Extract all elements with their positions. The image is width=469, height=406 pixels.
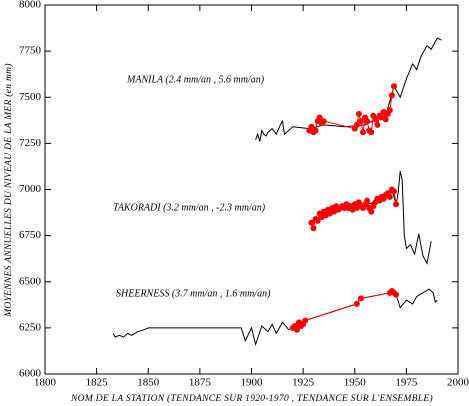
- trend-point: [390, 188, 397, 195]
- x-tick-label: 1850: [137, 377, 160, 389]
- trend-point: [393, 201, 400, 208]
- x-tick-label: 1825: [86, 377, 109, 389]
- trend-point: [368, 208, 375, 215]
- trend-point: [364, 118, 371, 125]
- trend-point: [314, 217, 321, 224]
- y-axis-label: MOYENNES ANNUELLES DU NIVEAU DE LA MER (…: [3, 63, 14, 318]
- trend-point: [353, 121, 360, 128]
- trend-point: [293, 326, 300, 333]
- trend-point: [374, 121, 381, 128]
- x-tick-label: 2000: [447, 377, 469, 389]
- station-label: SHEERNESS (3.7 mm/an , 1.6 mm/an): [116, 288, 271, 299]
- y-tick-label: 7750: [19, 45, 42, 57]
- trend-point: [312, 127, 319, 134]
- x-tick-label: 1875: [189, 377, 212, 389]
- x-tick-label: 1900: [241, 377, 264, 389]
- trend-point: [388, 92, 395, 99]
- trend-point: [382, 116, 389, 123]
- trend-point: [357, 295, 364, 302]
- station-label: MANILA (2.4 mm/an , 5.6 mm/an): [126, 74, 265, 85]
- station-line: [112, 288, 438, 347]
- trend-point: [353, 300, 360, 307]
- trend-line: [292, 290, 397, 332]
- trend-point: [308, 123, 315, 130]
- y-tick-label: 7250: [19, 137, 42, 149]
- trend-point: [368, 129, 375, 136]
- x-tick-label: 1925: [292, 377, 315, 389]
- y-tick-label: 6500: [19, 275, 42, 287]
- trend-point: [316, 114, 323, 121]
- x-tick-label: 1950: [344, 377, 367, 389]
- y-tick-label: 7000: [19, 183, 42, 195]
- trend-point: [357, 118, 364, 125]
- trend-point: [386, 107, 393, 114]
- trend-point: [372, 116, 379, 123]
- trend-point: [355, 110, 362, 117]
- y-tick-label: 6250: [19, 321, 42, 333]
- y-tick-label: 6000: [19, 368, 42, 380]
- station-line: [311, 170, 432, 265]
- station-line: [255, 37, 442, 142]
- station-label: TAKORADI (3.2 mm/an , -2.3 mm/an): [113, 202, 266, 213]
- trend-point: [393, 291, 400, 298]
- x-tick-label: 1800: [34, 377, 57, 389]
- trend-point: [364, 197, 371, 204]
- x-tick-label: 1975: [395, 377, 418, 389]
- trend-point: [360, 129, 367, 136]
- trend-point: [320, 118, 327, 125]
- trend-point: [302, 317, 309, 324]
- y-tick-label: 8000: [19, 0, 42, 11]
- trend-point: [386, 193, 393, 200]
- trend-point: [310, 225, 317, 232]
- y-tick-label: 7500: [19, 91, 42, 103]
- y-tick-label: 6750: [19, 229, 42, 241]
- trend-point: [308, 219, 315, 226]
- x-axis-label: NOM DE LA STATION (TENDANCE SUR 1920-197…: [70, 393, 433, 404]
- trend-point: [390, 83, 397, 90]
